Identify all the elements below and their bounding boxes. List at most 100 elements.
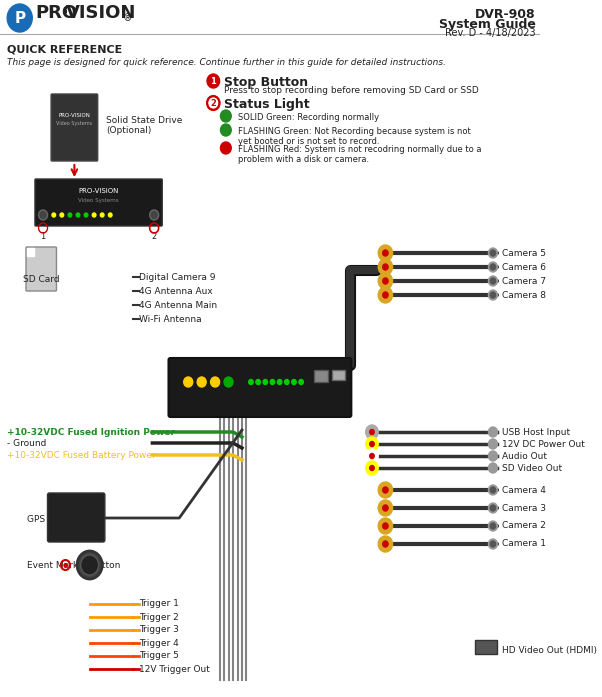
Text: Camera 6: Camera 6: [502, 263, 546, 272]
Circle shape: [488, 427, 497, 437]
Circle shape: [81, 555, 99, 575]
Text: SOLID Green: Recording normally: SOLID Green: Recording normally: [238, 113, 379, 122]
Text: DVR-908: DVR-908: [476, 8, 536, 21]
Text: 12V DC Power Out: 12V DC Power Out: [502, 440, 585, 448]
Circle shape: [383, 264, 388, 270]
Circle shape: [292, 379, 296, 385]
Circle shape: [488, 503, 497, 513]
Text: 1: 1: [210, 77, 216, 86]
Circle shape: [256, 379, 260, 385]
Circle shape: [378, 482, 393, 498]
Circle shape: [68, 213, 72, 217]
Circle shape: [490, 505, 495, 511]
Text: PRO-VISION: PRO-VISION: [78, 188, 119, 194]
Text: Trigger 4: Trigger 4: [139, 638, 179, 648]
Circle shape: [383, 250, 388, 256]
Circle shape: [365, 449, 378, 463]
Text: QUICK REFERENCE: QUICK REFERENCE: [7, 44, 122, 54]
Text: ●: ●: [63, 562, 68, 567]
Text: Video Systems: Video Systems: [57, 121, 93, 125]
Circle shape: [488, 439, 497, 449]
Text: - Ground: - Ground: [7, 438, 46, 447]
FancyBboxPatch shape: [51, 94, 98, 161]
Circle shape: [299, 379, 303, 385]
Circle shape: [488, 451, 497, 461]
Circle shape: [490, 541, 495, 547]
Circle shape: [101, 213, 104, 217]
Circle shape: [365, 425, 378, 439]
Text: 4G Antenna Main: 4G Antenna Main: [139, 300, 217, 309]
Text: SD Card: SD Card: [23, 275, 60, 284]
Text: +10-32VDC Fused Ignition Power: +10-32VDC Fused Ignition Power: [7, 427, 175, 436]
Circle shape: [150, 210, 159, 220]
Text: 4G Antenna Aux: 4G Antenna Aux: [139, 286, 213, 296]
Circle shape: [370, 441, 374, 447]
Circle shape: [207, 96, 220, 110]
Circle shape: [370, 454, 374, 459]
Circle shape: [383, 278, 388, 284]
Circle shape: [249, 379, 253, 385]
Circle shape: [278, 379, 282, 385]
Circle shape: [378, 259, 393, 275]
Text: Camera 7: Camera 7: [502, 277, 546, 286]
Circle shape: [197, 377, 206, 387]
Circle shape: [220, 110, 231, 122]
FancyBboxPatch shape: [169, 358, 352, 417]
Circle shape: [378, 287, 393, 303]
Circle shape: [488, 262, 497, 272]
Circle shape: [211, 377, 220, 387]
Text: This page is designed for quick reference. Continue further in this guide for de: This page is designed for quick referenc…: [7, 58, 446, 67]
Bar: [314, 370, 328, 382]
Text: HD Video Out (HDMI): HD Video Out (HDMI): [502, 645, 597, 654]
Text: +10-32VDC Fused Battery Power: +10-32VDC Fused Battery Power: [7, 450, 156, 459]
Text: Camera 2: Camera 2: [502, 521, 546, 530]
Circle shape: [370, 429, 374, 434]
Text: PRO-VISION: PRO-VISION: [58, 112, 90, 118]
Circle shape: [39, 210, 48, 220]
Circle shape: [488, 276, 497, 286]
Circle shape: [378, 500, 393, 516]
Circle shape: [378, 273, 393, 289]
Text: Camera 4: Camera 4: [502, 486, 546, 494]
FancyBboxPatch shape: [48, 493, 105, 542]
Text: ®: ®: [123, 13, 132, 23]
Text: 2: 2: [210, 98, 216, 107]
Circle shape: [92, 213, 96, 217]
Circle shape: [220, 142, 231, 154]
Circle shape: [490, 264, 495, 270]
Text: 1: 1: [40, 232, 46, 241]
Text: ·: ·: [61, 4, 68, 22]
Circle shape: [490, 292, 495, 298]
Circle shape: [108, 213, 112, 217]
Text: Camera 3: Camera 3: [502, 503, 546, 512]
Circle shape: [60, 213, 64, 217]
Text: Press to stop recording before removing SD Card or SSD: Press to stop recording before removing …: [224, 86, 479, 95]
Text: VISION: VISION: [66, 4, 137, 22]
Circle shape: [488, 463, 497, 473]
Bar: [332, 370, 345, 380]
Bar: [27, 248, 34, 256]
Bar: [475, 640, 497, 654]
Text: PRO: PRO: [36, 4, 78, 22]
Text: System Guide: System Guide: [439, 18, 536, 31]
Text: Stop Button: Stop Button: [224, 76, 308, 89]
Text: Camera 1: Camera 1: [502, 539, 546, 549]
Text: Audio Out: Audio Out: [502, 452, 547, 461]
Text: Trigger 5: Trigger 5: [139, 652, 179, 661]
Circle shape: [490, 250, 495, 256]
Circle shape: [7, 4, 33, 32]
Circle shape: [488, 521, 497, 531]
Circle shape: [263, 379, 267, 385]
Circle shape: [488, 539, 497, 549]
Circle shape: [378, 536, 393, 552]
Text: Camera 5: Camera 5: [502, 249, 546, 257]
Circle shape: [220, 124, 231, 136]
Text: Digital Camera 9: Digital Camera 9: [139, 273, 216, 282]
Circle shape: [224, 377, 233, 387]
Circle shape: [488, 248, 497, 258]
Circle shape: [365, 461, 378, 475]
Circle shape: [378, 518, 393, 534]
Circle shape: [490, 487, 495, 493]
Text: GPS: GPS: [69, 515, 83, 521]
Circle shape: [209, 98, 218, 108]
